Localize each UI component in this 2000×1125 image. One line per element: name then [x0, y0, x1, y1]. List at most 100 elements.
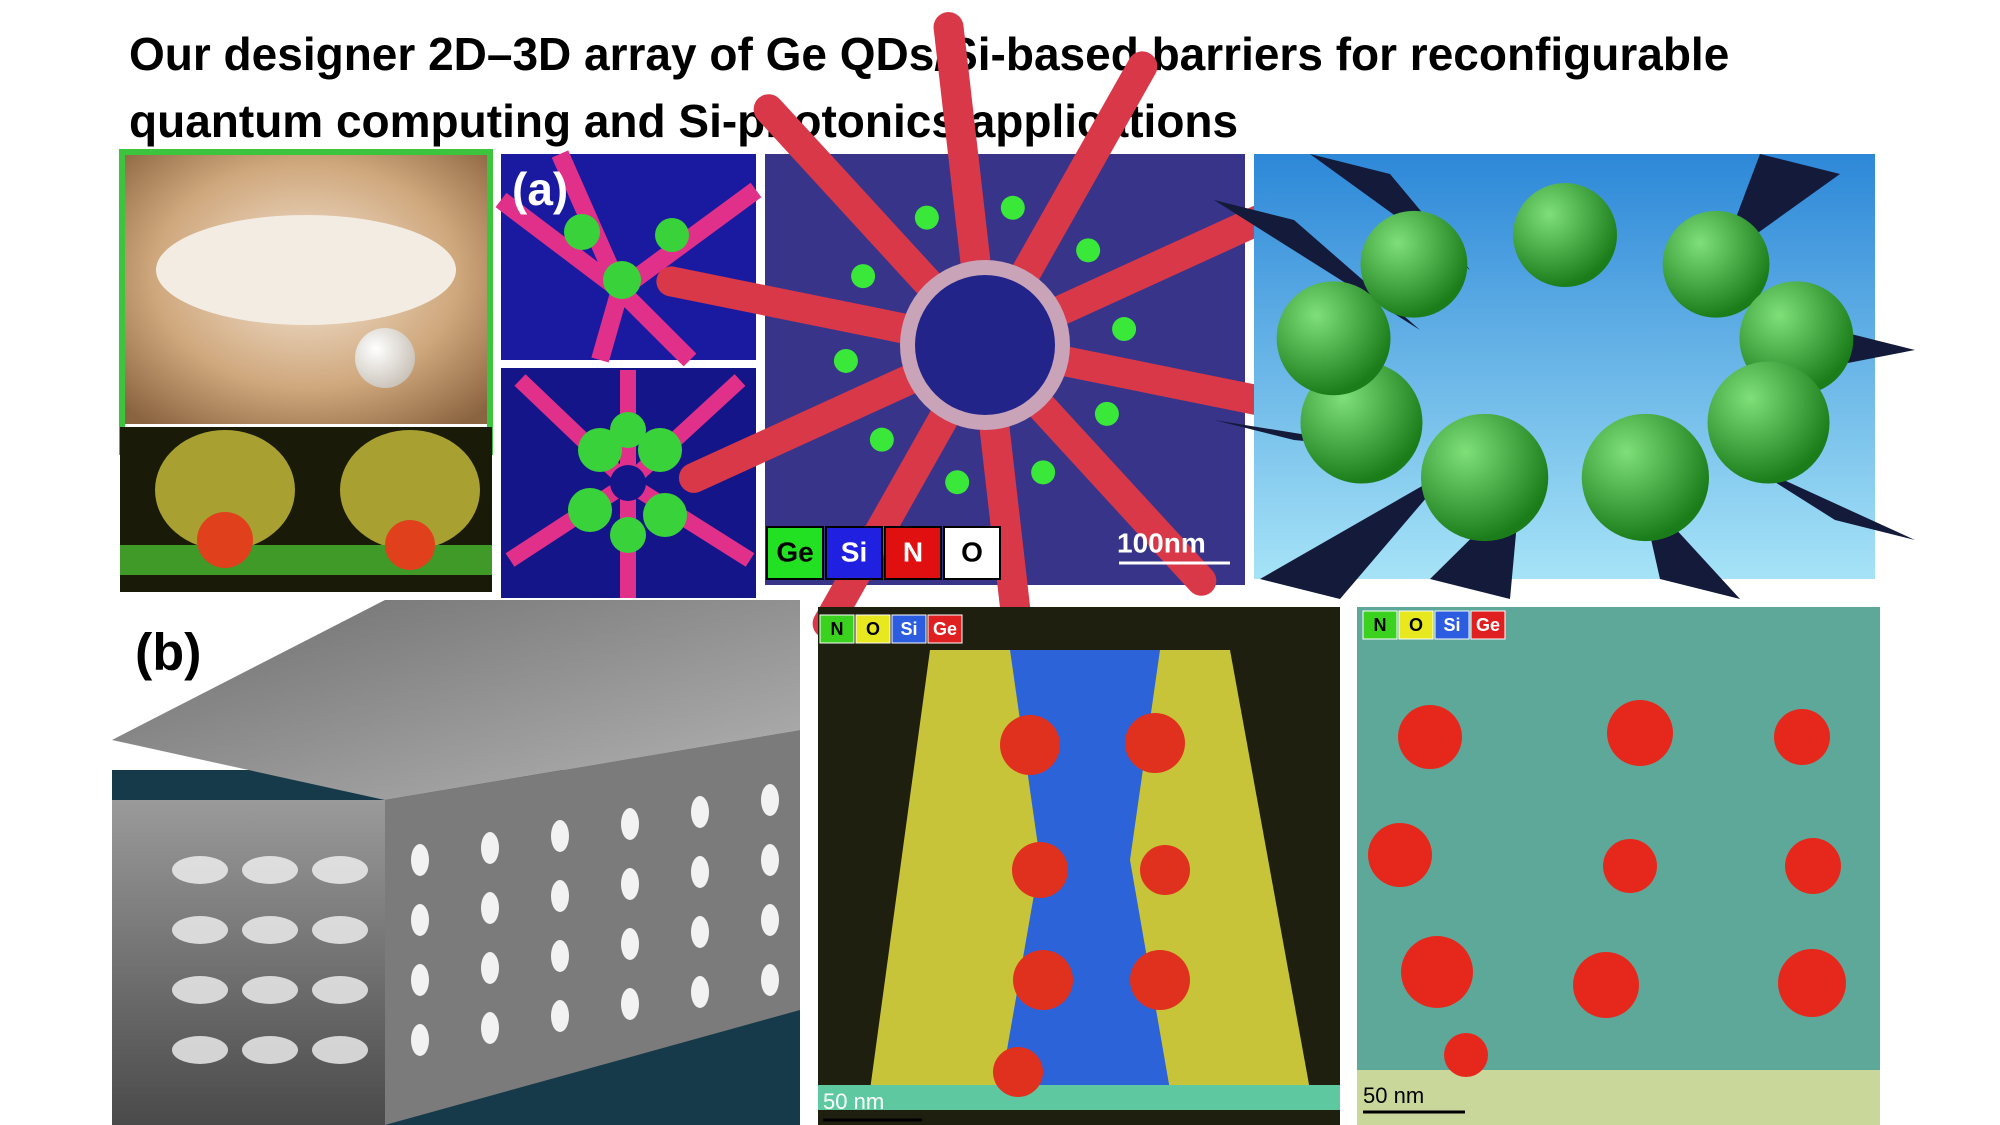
ge-dot [1000, 715, 1060, 775]
map-image [501, 154, 756, 360]
core [610, 465, 646, 501]
si-core [915, 275, 1055, 415]
dot [621, 808, 639, 840]
dot [481, 832, 499, 864]
ge-dot [914, 205, 939, 230]
sphere [1513, 183, 1617, 287]
ge-dot [564, 214, 600, 250]
ge-dot [993, 1047, 1043, 1097]
dot [691, 796, 709, 828]
dot [761, 784, 779, 816]
ge-dot [1130, 950, 1190, 1010]
ge-dot [1012, 842, 1068, 898]
dot [621, 868, 639, 900]
dot [312, 1036, 368, 1064]
ge-dot [1031, 460, 1056, 485]
dot [172, 976, 228, 1004]
dot [551, 820, 569, 852]
ge-cluster [568, 412, 687, 553]
ge-dot [1013, 950, 1073, 1010]
legend-swatch [825, 526, 883, 580]
dot [761, 844, 779, 876]
legend-swatch [943, 526, 1001, 580]
legend-swatch [1362, 610, 1398, 640]
yellow-cap [340, 430, 480, 550]
legend-label: N [1374, 615, 1387, 635]
dot [621, 988, 639, 1020]
dot [242, 856, 298, 884]
legend-label: O [1409, 615, 1423, 635]
scale-label: 100nm [1117, 527, 1206, 558]
dot [551, 1000, 569, 1032]
box-front [112, 800, 385, 1125]
dot [761, 904, 779, 936]
legend-swatch [855, 614, 891, 644]
ge-dot [1398, 705, 1462, 769]
element-legend: Ge Si N O [766, 526, 1001, 580]
dot [551, 880, 569, 912]
dot [172, 916, 228, 944]
box-top [112, 600, 800, 800]
title-line: quantum computing and Si-photonics appli… [129, 95, 1238, 147]
dot [312, 916, 368, 944]
ge-dot [385, 520, 435, 570]
oyster-flesh [156, 215, 456, 325]
ge-dot [1774, 709, 1830, 765]
legend-swatch [819, 614, 855, 644]
legend-swatch [927, 614, 963, 644]
panel-label: (a) [512, 163, 568, 215]
dot [411, 904, 429, 936]
dot [761, 964, 779, 996]
element-legend: N O Si Ge [819, 614, 963, 644]
legend-swatch [891, 614, 927, 644]
ge-dot [851, 264, 876, 289]
legend-swatch [1434, 610, 1470, 640]
dot [411, 844, 429, 876]
dot [242, 976, 298, 1004]
substrate [1357, 1070, 1880, 1125]
legend-label: N [831, 619, 844, 639]
dot [172, 856, 228, 884]
ge-dot [1076, 238, 1101, 263]
sphere [1707, 361, 1830, 484]
ge-dot [1444, 1033, 1488, 1077]
scale-label: 50 nm [823, 1089, 884, 1114]
ge-dot [1401, 936, 1473, 1008]
legend-label: Ge [1476, 615, 1500, 635]
legend-swatch [884, 526, 942, 580]
dot [411, 964, 429, 996]
legend-swatch [766, 526, 824, 580]
dot [312, 976, 368, 1004]
dot [621, 928, 639, 960]
ge-dot [1000, 195, 1025, 220]
ge-dot [1573, 952, 1639, 1018]
sphere [1420, 413, 1549, 542]
ge-dot [1603, 839, 1657, 893]
legend-label: Si [900, 619, 917, 639]
ge-dot [1607, 700, 1673, 766]
legend-swatch [1470, 610, 1506, 640]
ge-dot [1140, 845, 1190, 895]
ge-dot [869, 427, 894, 452]
legend-label: Ge [933, 619, 957, 639]
legend-label: O [961, 536, 983, 567]
dot [481, 892, 499, 924]
ge-dot [833, 348, 858, 373]
ge-dots [1368, 700, 1846, 1077]
element-legend: N O Si Ge [1362, 610, 1506, 640]
dot-array [172, 784, 779, 1064]
sphere [1581, 413, 1710, 542]
title-line: Our designer 2D–3D array of Ge QDs/Si-ba… [129, 28, 1729, 80]
pearl [355, 328, 415, 388]
quantum-dots [1276, 183, 1854, 542]
dot [691, 916, 709, 948]
scale-label: 50 nm [1363, 1083, 1424, 1108]
ge-dot [655, 218, 689, 252]
sphere [1360, 210, 1468, 318]
ge-dots [833, 195, 1137, 495]
legend-label: Si [841, 536, 867, 567]
ge-dot [1368, 823, 1432, 887]
sphere [1662, 210, 1770, 318]
legend-label: N [903, 536, 923, 567]
